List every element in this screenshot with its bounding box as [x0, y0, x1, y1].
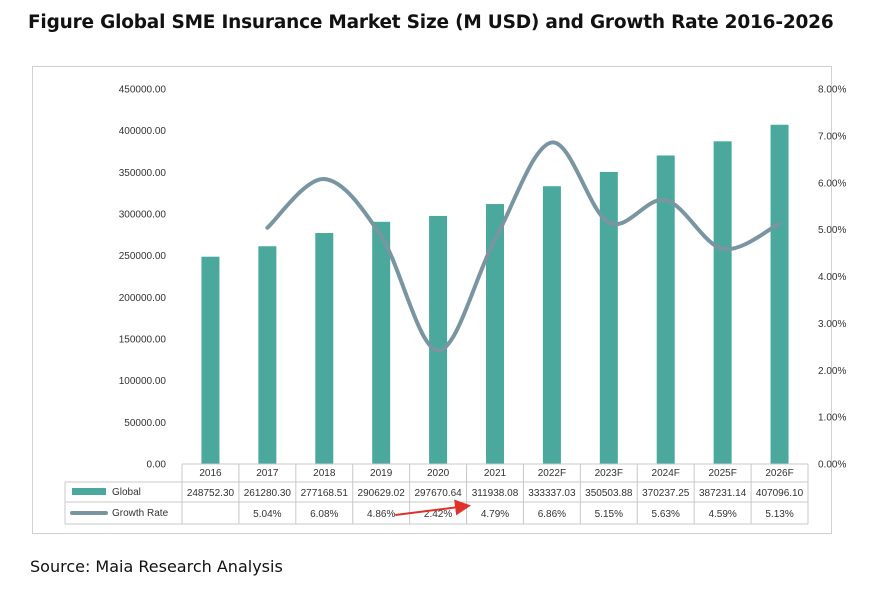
table-value-growth-rate: 4.79%: [481, 509, 509, 520]
category-label: 2020: [427, 468, 450, 479]
annotation: [395, 499, 471, 516]
bar: [429, 215, 448, 464]
table-value-global: 297670.64: [414, 488, 462, 499]
line-series-growth-rate: [265, 140, 782, 353]
table-value-global: 311938.08: [472, 488, 519, 499]
bar: [486, 204, 504, 464]
growth-rate-line: [265, 140, 782, 353]
category-label: 2018: [313, 468, 336, 479]
bar: [770, 124, 789, 465]
table-value-global: 290629.02: [358, 488, 406, 499]
data-table: 2016 2017 2018 2019 2020 2021 2022F 2023F 2024F 2…: [64, 463, 809, 525]
table-value-growth-rate: 5.04%: [253, 509, 281, 520]
bar: [372, 221, 391, 464]
left-tick-label: 150000.00: [119, 335, 167, 346]
table-value-global: 277168.51: [301, 488, 349, 499]
legend-key-global: [72, 488, 106, 495]
table-value-growth-rate: 2.42%: [424, 509, 452, 520]
bar: [258, 246, 277, 464]
left-tick-label: 100000.00: [119, 376, 167, 387]
category-label: 2023F: [595, 468, 623, 479]
table-value-global: 350503.88: [585, 488, 633, 499]
bar: [656, 155, 675, 464]
chart-frame: [32, 66, 832, 534]
legend-label-growth-rate: Growth Rate: [112, 508, 169, 519]
category-label: 2025F: [708, 468, 736, 479]
left-tick-label: 250000.00: [119, 251, 167, 262]
table-value-global: 387231.14: [699, 488, 747, 499]
bar: [315, 233, 334, 464]
right-tick-label: 4.00%: [818, 272, 846, 283]
right-tick-label: 7.00%: [818, 131, 846, 142]
right-tick-label: 1.00%: [818, 413, 846, 424]
legend-label-global: Global: [112, 487, 141, 498]
left-tick-label: 350000.00: [119, 168, 167, 179]
bar: [201, 256, 220, 464]
right-tick-label: 5.00%: [818, 225, 846, 236]
category-label: 2021: [484, 468, 507, 479]
right-tick-label: 0.00%: [818, 460, 846, 471]
table-value-global: 333337.03: [528, 488, 576, 499]
left-tick-label: 450000.00: [119, 85, 167, 96]
source-note: Source: Maia Research Analysis: [30, 557, 283, 576]
bar: [713, 141, 732, 465]
left-tick-label: 0.00: [147, 460, 167, 471]
table-value-growth-rate: 4.59%: [708, 509, 736, 520]
bar: [599, 171, 618, 464]
category-label: 2022F: [538, 468, 566, 479]
bar-series-global: [201, 124, 789, 465]
table-value-growth-rate: 5.15%: [595, 509, 623, 520]
right-tick-label: 2.00%: [818, 366, 846, 377]
right-axis: 0.00% 1.00% 2.00% 3.00% 4.00% 5.00% 6.00% 7.00%…: [818, 85, 846, 471]
table-value-global: 248752.30: [187, 488, 235, 499]
table-value-global: 370237.25: [642, 488, 690, 499]
table-value-growth-rate: 5.13%: [765, 509, 793, 520]
right-tick-label: 8.00%: [818, 85, 846, 96]
table-value-growth-rate: 6.86%: [538, 509, 566, 520]
bar: [542, 186, 561, 464]
category-label: 2016: [199, 468, 222, 479]
table-value-growth-rate: 5.63%: [652, 509, 680, 520]
left-tick-label: 400000.00: [119, 126, 167, 137]
left-axis: 0.00 50000.00 100000.00 150000.00 200000.00 2…: [119, 85, 167, 471]
left-tick-label: 300000.00: [119, 210, 167, 221]
category-label: 2017: [256, 468, 279, 479]
chart-title: Figure Global SME Insurance Market Size …: [28, 12, 834, 33]
right-tick-label: 3.00%: [818, 319, 846, 330]
category-label: 2019: [370, 468, 393, 479]
left-tick-label: 50000.00: [124, 418, 166, 429]
left-tick-label: 200000.00: [119, 293, 167, 304]
category-label: 2024F: [652, 468, 680, 479]
table-value-growth-rate: 4.86%: [367, 509, 395, 520]
right-tick-label: 6.00%: [818, 178, 846, 189]
table-value-growth-rate: 6.08%: [310, 509, 338, 520]
table-value-global: 261280.30: [244, 488, 292, 499]
category-label: 2026F: [765, 468, 793, 479]
table-value-global: 407096.10: [756, 488, 804, 499]
red-arrow: [395, 499, 471, 516]
